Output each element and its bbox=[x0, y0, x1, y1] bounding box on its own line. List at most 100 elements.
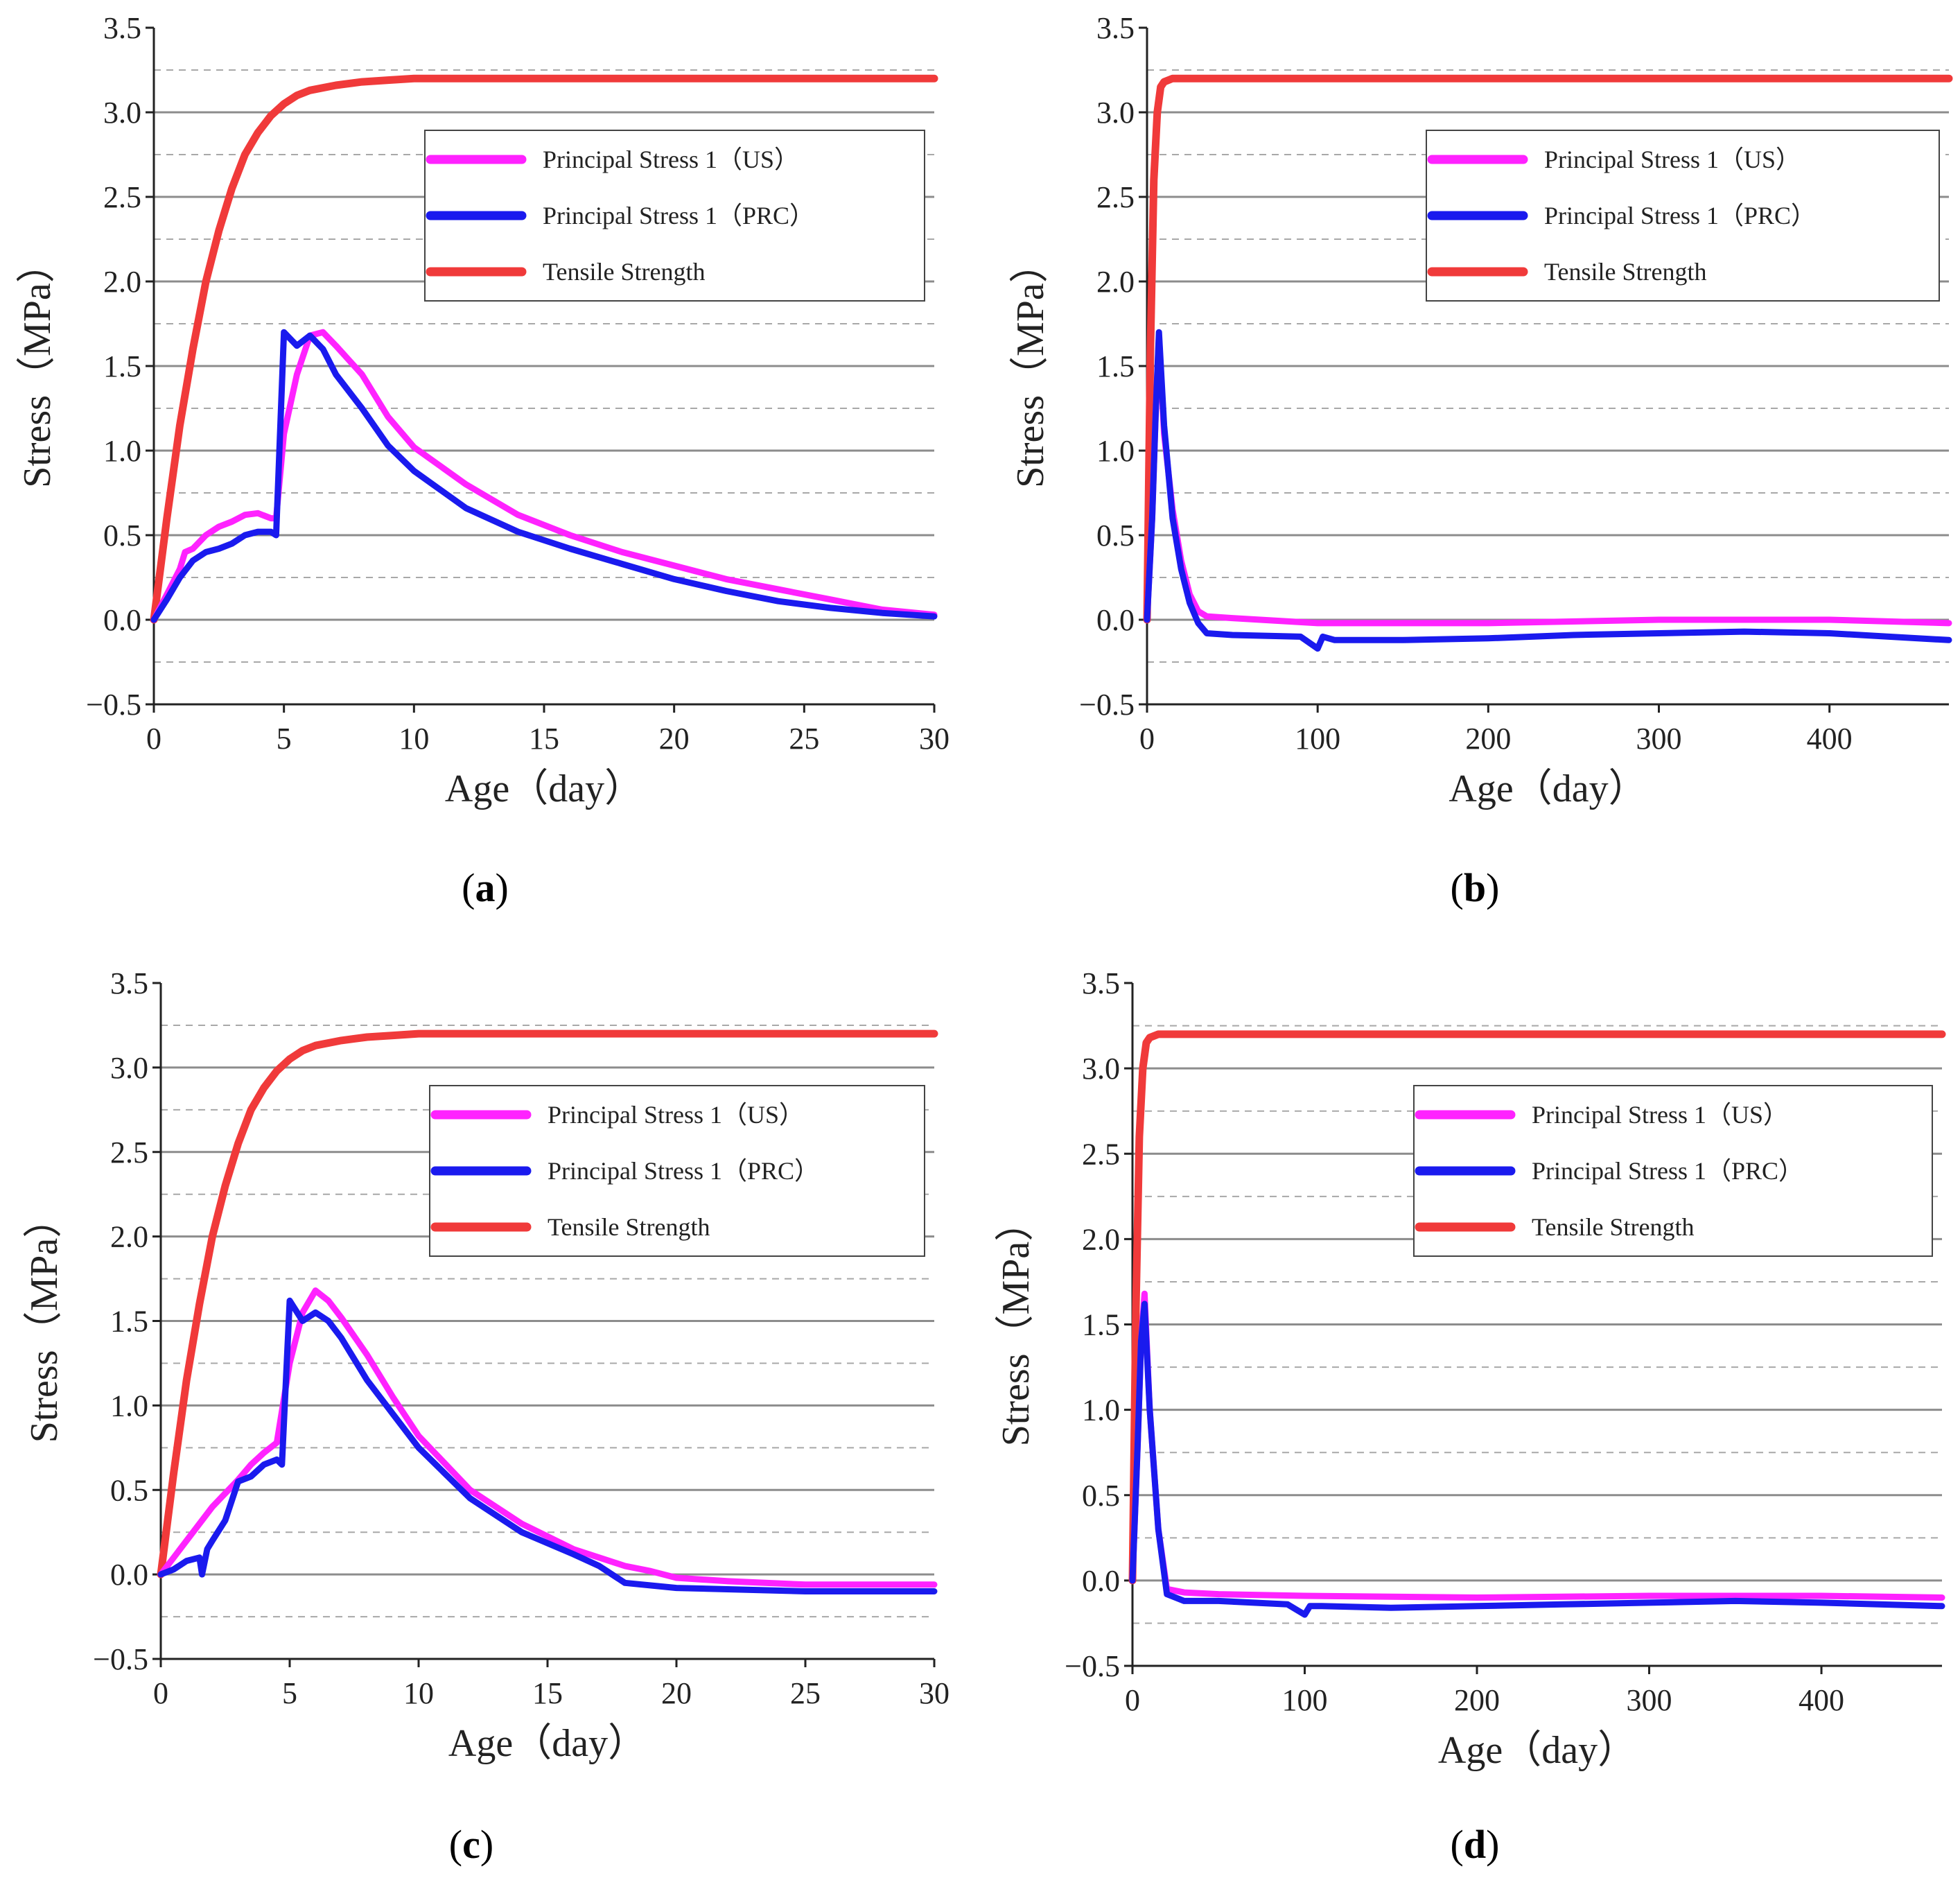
legend-label: Tensile Strength bbox=[548, 1213, 710, 1241]
series-line-us bbox=[150, 329, 938, 623]
panel-label: (c) bbox=[449, 1822, 493, 1867]
legend-label: Principal Stress 1（US） bbox=[1532, 1101, 1788, 1129]
legend-label: Principal Stress 1（US） bbox=[548, 1101, 804, 1129]
panel-label-letter: b bbox=[1464, 865, 1486, 910]
x-tick-label: 400 bbox=[1799, 1683, 1844, 1717]
y-tick-label: 2.0 bbox=[103, 265, 141, 299]
y-tick-label: 2.0 bbox=[1082, 1222, 1120, 1256]
legend: Principal Stress 1（US） Principal Stress 1… bbox=[424, 130, 925, 302]
legend-label: Principal Stress 1（PRC） bbox=[1544, 202, 1816, 229]
panel-label: (a) bbox=[462, 865, 509, 910]
x-axis-title: Age（day） bbox=[1438, 1729, 1636, 1772]
x-axis-title: Age（day） bbox=[1449, 767, 1647, 810]
panel-label-paren-open: ( bbox=[1451, 1822, 1464, 1867]
x-tick-label: 30 bbox=[919, 1676, 950, 1710]
legend: Principal Stress 1（US） Principal Stress 1… bbox=[1426, 130, 1940, 302]
series-line-us bbox=[1129, 1290, 1945, 1601]
y-tick-label: −0.5 bbox=[1065, 1649, 1120, 1683]
legend: Principal Stress 1（US） Principal Stress 1… bbox=[1413, 1085, 1933, 1257]
series-line-prc bbox=[1129, 1301, 1945, 1618]
panel-label-letter: c bbox=[462, 1822, 480, 1867]
chart-panel-a: −0.5 0.0 0.5 1.0 1.5 2.0 2.5 3.0 3.5 0 5 10 15 20 25 30… bbox=[16, 11, 950, 910]
legend-label: Principal Stress 1（PRC） bbox=[1532, 1157, 1803, 1185]
legend-label: Principal Stress 1（PRC） bbox=[543, 202, 814, 229]
x-tick-label: 10 bbox=[403, 1676, 434, 1710]
y-tick-label: 3.5 bbox=[1082, 966, 1120, 1000]
x-tick-label: 15 bbox=[529, 722, 559, 756]
y-tick-label: 3.0 bbox=[110, 1051, 148, 1085]
y-tick-label: 2.5 bbox=[1096, 180, 1135, 214]
y-tick-label: 1.5 bbox=[110, 1305, 148, 1339]
panel-label-paren-close: ) bbox=[496, 865, 509, 910]
panel-label-paren-open: ( bbox=[462, 865, 475, 910]
y-axis-title: Stress（MPa） bbox=[1009, 244, 1052, 488]
x-axis-title: Age（day） bbox=[448, 1722, 647, 1765]
y-axis-title: Stress（MPa） bbox=[23, 1199, 66, 1443]
y-axis-title: Stress（MPa） bbox=[16, 244, 59, 488]
y-tick-label: 3.5 bbox=[110, 966, 148, 1000]
y-tick-label: 0.5 bbox=[110, 1473, 148, 1507]
x-tick-label: 200 bbox=[1454, 1683, 1500, 1717]
x-tick-label: 0 bbox=[1125, 1683, 1140, 1717]
series-line-prc bbox=[1144, 329, 1952, 652]
x-tick-label: 30 bbox=[919, 722, 950, 756]
x-tick-label: 25 bbox=[790, 1676, 821, 1710]
legend-label: Principal Stress 1（US） bbox=[1544, 146, 1801, 173]
y-tick-label: 0.5 bbox=[1096, 519, 1135, 553]
chart-panel-b: −0.5 0.0 0.5 1.0 1.5 2.0 2.5 3.0 3.5 0 100 200 300 40… bbox=[1009, 11, 1953, 910]
x-tick-label: 300 bbox=[1636, 722, 1682, 756]
y-tick-label: 1.0 bbox=[1096, 434, 1135, 468]
chart-panel-c: −0.5 0.0 0.5 1.0 1.5 2.0 2.5 3.0 3.5 0 5 10 15 20 25 30… bbox=[23, 966, 950, 1867]
y-tick-label: 3.0 bbox=[1082, 1052, 1120, 1086]
x-tick-label: 0 bbox=[153, 1676, 168, 1710]
series-line-tensile bbox=[157, 1029, 938, 1579]
y-tick-label: 2.0 bbox=[1096, 265, 1135, 299]
x-tick-label: 100 bbox=[1282, 1683, 1328, 1717]
x-tick-label: 5 bbox=[282, 1676, 297, 1710]
y-tick-label: 0.0 bbox=[110, 1558, 148, 1592]
y-tick-label: 1.5 bbox=[103, 349, 141, 383]
y-tick-label: 1.0 bbox=[103, 434, 141, 468]
panel-label: (d) bbox=[1451, 1822, 1500, 1867]
panel-label-paren-open: ( bbox=[449, 1822, 462, 1867]
series-line-tensile bbox=[150, 74, 938, 624]
y-tick-label: 2.0 bbox=[110, 1220, 148, 1254]
y-tick-label: −0.5 bbox=[93, 1642, 148, 1676]
x-tick-label: 0 bbox=[146, 722, 161, 756]
y-tick-label: 0.5 bbox=[1082, 1479, 1120, 1513]
y-tick-label: 1.5 bbox=[1082, 1308, 1120, 1342]
x-tick-label: 300 bbox=[1627, 1683, 1672, 1717]
x-tick-label: 15 bbox=[532, 1676, 563, 1710]
x-tick-label: 100 bbox=[1295, 722, 1340, 756]
y-tick-label: 0.0 bbox=[103, 603, 141, 637]
legend-label: Tensile Strength bbox=[1544, 258, 1706, 286]
y-tick-label: 2.5 bbox=[103, 180, 141, 214]
legend-label: Tensile Strength bbox=[543, 258, 705, 286]
x-axis-title: Age（day） bbox=[445, 767, 643, 810]
panel-label-paren-close: ) bbox=[1486, 865, 1499, 910]
y-tick-label: 0.0 bbox=[1082, 1564, 1120, 1598]
panel-label-paren-close: ) bbox=[1486, 1822, 1499, 1867]
x-tick-label: 400 bbox=[1807, 722, 1853, 756]
x-tick-label: 25 bbox=[789, 722, 819, 756]
x-tick-label: 10 bbox=[399, 722, 429, 756]
legend-label: Principal Stress 1（US） bbox=[543, 146, 799, 173]
series-line-us bbox=[1144, 332, 1952, 627]
series-line-prc bbox=[150, 329, 938, 623]
x-tick-label: 0 bbox=[1139, 722, 1155, 756]
y-tick-label: 0.0 bbox=[1096, 603, 1135, 637]
panel-label: (b) bbox=[1451, 865, 1500, 910]
legend-label: Tensile Strength bbox=[1532, 1213, 1694, 1241]
y-tick-label: 0.5 bbox=[103, 519, 141, 553]
series-line-us bbox=[157, 1287, 938, 1588]
legend-label: Principal Stress 1（PRC） bbox=[548, 1157, 819, 1185]
chart-panel-d: −0.5 0.0 0.5 1.0 1.5 2.0 2.5 3.0 3.5 0 100 200 300 40… bbox=[995, 966, 1946, 1867]
y-tick-label: 3.0 bbox=[103, 96, 141, 130]
y-tick-label: 2.5 bbox=[110, 1136, 148, 1169]
legend: Principal Stress 1（US） Principal Stress 1… bbox=[429, 1085, 925, 1257]
series-line-tensile bbox=[1128, 1030, 1946, 1585]
y-tick-label: 2.5 bbox=[1082, 1137, 1120, 1171]
panel-label-paren-open: ( bbox=[1451, 865, 1464, 910]
y-tick-label: 3.0 bbox=[1096, 96, 1135, 130]
